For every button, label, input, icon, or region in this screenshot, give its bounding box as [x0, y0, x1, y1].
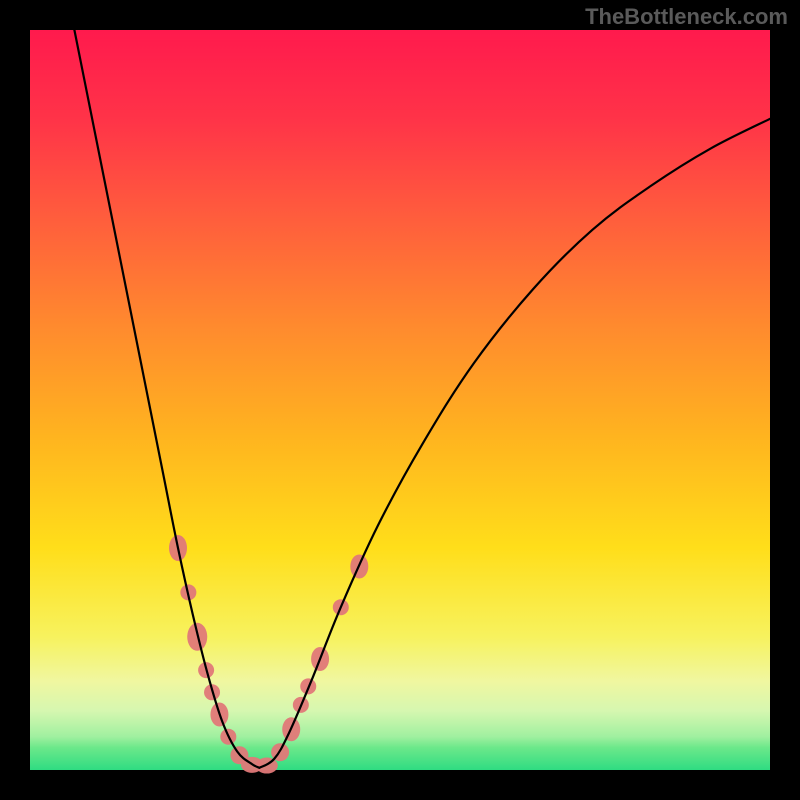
chart-canvas: TheBottleneck.com	[0, 0, 800, 800]
curve-right	[259, 119, 770, 768]
marker-group	[169, 535, 368, 774]
watermark-text: TheBottleneck.com	[585, 4, 788, 30]
plot-area	[30, 30, 770, 770]
curve-layer	[30, 30, 770, 770]
curve-left	[74, 30, 259, 768]
